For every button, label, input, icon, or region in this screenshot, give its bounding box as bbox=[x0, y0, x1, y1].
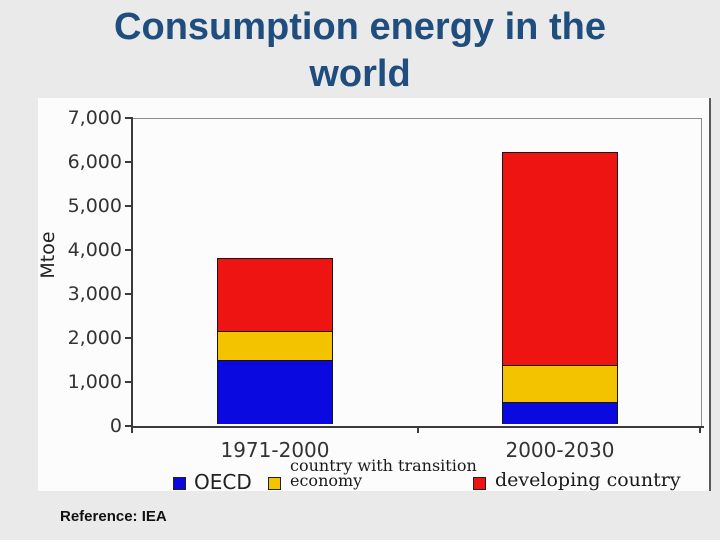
bar-segment bbox=[503, 402, 617, 424]
x-tick-label: 1971-2000 bbox=[220, 438, 330, 462]
y-tick-mark bbox=[125, 205, 133, 207]
stacked-bar-2000-2030 bbox=[502, 152, 618, 424]
transition-economy-swatch bbox=[268, 477, 281, 490]
y-tick-mark bbox=[125, 293, 133, 295]
y-tick-label: 1,000 bbox=[67, 371, 122, 393]
x-tick-mark bbox=[699, 428, 701, 433]
y-tick-mark bbox=[125, 117, 133, 119]
y-tick-label: 7,000 bbox=[67, 107, 122, 129]
y-tick-label: 2,000 bbox=[67, 327, 122, 349]
y-tick-label: 6,000 bbox=[67, 151, 122, 173]
legend-label-developing-country: developing country bbox=[495, 469, 681, 491]
slide-title-line1: Consumption energy in the bbox=[114, 6, 606, 48]
legend-label-transition-line2: economy bbox=[290, 470, 363, 490]
oecd-swatch bbox=[173, 477, 186, 490]
stacked-bar-1971-2000 bbox=[217, 258, 333, 424]
y-tick-label: 5,000 bbox=[67, 195, 122, 217]
slide-title-line2: world bbox=[309, 53, 411, 95]
x-axis-line bbox=[131, 426, 704, 428]
y-tick-mark bbox=[125, 249, 133, 251]
bar-segment bbox=[218, 331, 332, 360]
y-tick-label: 4,000 bbox=[67, 239, 122, 261]
bar-segment bbox=[503, 152, 617, 365]
x-tick-label: 2000-2030 bbox=[505, 438, 615, 462]
legend-label-transition-economy: country with transition economy bbox=[290, 456, 477, 490]
x-tick-mark bbox=[131, 428, 133, 433]
y-tick-label: 0 bbox=[109, 415, 122, 437]
developing-country-swatch bbox=[473, 477, 486, 490]
plot-area bbox=[131, 118, 704, 433]
plot-border-top bbox=[133, 118, 702, 119]
y-tick-mark bbox=[125, 425, 133, 427]
y-tick-mark bbox=[125, 381, 133, 383]
y-tick-mark bbox=[125, 161, 133, 163]
y-tick-mark bbox=[125, 337, 133, 339]
bar-segment bbox=[218, 258, 332, 331]
legend-label-transition-line1: country with transition bbox=[290, 456, 477, 475]
legend-label-oecd: OECD bbox=[194, 470, 252, 494]
y-tick-label: 3,000 bbox=[67, 283, 122, 305]
x-tick-mark bbox=[417, 428, 419, 433]
plot-border-right bbox=[701, 118, 702, 426]
bar-segment bbox=[218, 360, 332, 424]
reference-label: Reference: IEA bbox=[60, 508, 167, 525]
slide-title: Consumption energy in the world bbox=[0, 4, 720, 98]
bar-segment bbox=[503, 365, 617, 402]
chart-image: Mtoe 7,000 6,000 5,000 4,000 3,000 2,000 1,000… bbox=[37, 98, 711, 494]
y-axis-line bbox=[131, 118, 133, 428]
